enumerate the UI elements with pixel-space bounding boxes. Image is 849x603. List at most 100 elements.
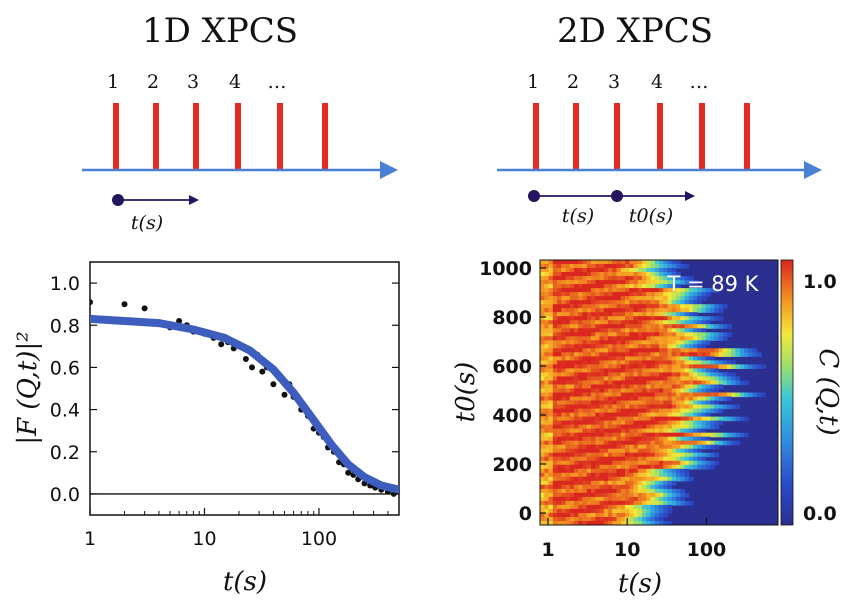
heatmap-cell — [688, 372, 694, 377]
heatmap-cell — [569, 428, 575, 434]
heatmap-cell — [625, 424, 630, 430]
heatmap-cell — [565, 488, 571, 494]
heatmap-cell — [569, 332, 575, 337]
heatmap-cell — [544, 396, 550, 402]
heatmap-cell — [727, 324, 732, 329]
heatmap-cell — [569, 513, 575, 518]
heatmap-cell — [663, 352, 669, 357]
heatmap-cell — [552, 384, 558, 390]
heatmap-cell — [680, 492, 686, 498]
heatmap-cell — [693, 456, 698, 462]
heatmap-cell — [569, 264, 575, 269]
heatmap-cell — [552, 372, 558, 377]
heatmap-cell — [574, 352, 579, 357]
heatmap-cell — [552, 324, 558, 329]
heatmap-cell — [544, 452, 550, 458]
heatmap-cell — [595, 412, 601, 418]
heatmap-cell — [722, 404, 728, 410]
heatmap-cell — [591, 340, 596, 345]
heatmap-cell — [569, 408, 575, 414]
heatmap-cell — [569, 480, 575, 486]
heatmap-cell — [608, 400, 613, 406]
left-plot-ticks: 1 10 1000.00.20.40.60.81.0 — [50, 273, 399, 550]
heatmap-cell — [616, 521, 622, 525]
heatmap-cell — [735, 376, 741, 381]
heatmap-cell — [629, 517, 635, 522]
heatmap-cell — [557, 320, 562, 325]
heatmap-cell — [552, 468, 558, 474]
heatmap-cell — [561, 376, 567, 381]
heatmap-cell — [603, 476, 609, 482]
heatmap-cell — [599, 324, 605, 329]
heatmap-cell — [578, 521, 584, 525]
heatmap-cell — [608, 444, 613, 450]
heatmap-cell — [637, 308, 643, 313]
heatmap-cell — [620, 456, 626, 462]
heatmap-cell — [616, 312, 622, 317]
heatmap-cell — [620, 344, 626, 349]
heatmap-cell — [544, 488, 550, 494]
heatmap-cell — [616, 272, 622, 277]
heatmap-cell — [633, 464, 639, 470]
heatmap-cell — [629, 312, 635, 317]
heatmap-cell — [739, 348, 745, 353]
heatmap-cell — [642, 496, 647, 502]
heatmap-cell — [544, 320, 550, 325]
heatmap-cell — [544, 300, 550, 305]
heatmap-cell — [659, 348, 664, 353]
heatmap-cell — [557, 513, 562, 518]
heatmap-cell — [616, 324, 622, 329]
heatmap-cell — [544, 392, 550, 398]
heatmap-cell — [595, 380, 601, 386]
heatmap-cell — [586, 460, 592, 466]
heatmap-cell — [608, 452, 613, 458]
heatmap-cell — [633, 296, 639, 301]
heatmap-cell — [680, 472, 686, 478]
heatmap-cell — [586, 521, 592, 525]
heatmap-cell — [557, 288, 562, 293]
heatmap-cell — [633, 380, 639, 386]
heatmap-cell — [676, 380, 681, 386]
heatmap-cell — [671, 492, 677, 498]
heatmap-cell — [633, 360, 639, 365]
heatmap-cell — [561, 500, 567, 506]
heatmap-cell — [705, 452, 711, 458]
heatmap-cell — [671, 416, 677, 422]
heatmap-cell — [684, 424, 690, 430]
heatmap-cell — [569, 308, 575, 313]
heatmap-cell — [552, 412, 558, 418]
heatmap-cell — [663, 456, 669, 462]
heatmap-cell — [663, 356, 669, 361]
heatmap-cell — [608, 464, 613, 470]
heatmap-cell — [684, 340, 690, 345]
heatmap-cell — [650, 484, 656, 490]
heatmap-cell — [667, 272, 673, 277]
heatmap-cell — [557, 292, 562, 297]
heatmap-cell — [629, 480, 635, 486]
heatmap-cell — [735, 348, 741, 353]
heatmap-cell — [544, 368, 550, 373]
heatmap-cell — [633, 340, 639, 345]
heatmap-cell — [608, 472, 613, 478]
heatmap-cell — [599, 288, 605, 293]
heatmap-cell — [629, 308, 635, 313]
heatmap-cell — [591, 376, 596, 381]
heatmap-cell — [582, 416, 588, 422]
heatmap-cell — [612, 464, 618, 470]
heatmap-cell — [667, 324, 673, 329]
heatmap-cell — [565, 388, 571, 394]
heatmap-cell — [625, 508, 630, 514]
heatmap-cell — [552, 312, 558, 317]
heatmap-cell — [616, 484, 622, 490]
heatmap-cell — [642, 324, 647, 329]
heatmap-cell — [586, 328, 592, 333]
heatmap-cell — [705, 304, 711, 309]
heatmap-cell — [557, 404, 562, 410]
heatmap-cell — [650, 504, 656, 510]
heatmap-cell — [603, 432, 609, 438]
heatmap-cell — [731, 372, 737, 377]
heatmap-cell — [540, 517, 545, 522]
heatmap-cell — [637, 420, 643, 426]
heatmap-cell — [608, 328, 613, 333]
heatmap-cell — [637, 396, 643, 402]
